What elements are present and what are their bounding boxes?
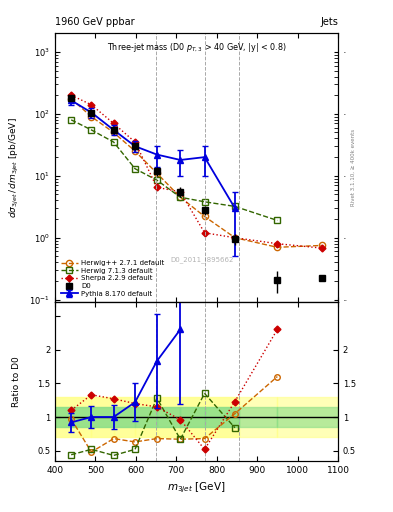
Bar [277, 407, 338, 427]
Bar [135, 407, 157, 427]
Text: Three-jet mass (D0 $p_{T,3}$ > 40 GeV, |y| < 0.8): Three-jet mass (D0 $p_{T,3}$ > 40 GeV, |… [107, 41, 286, 54]
Herwig 7.1.3 default [202, 199, 207, 205]
Line: Sherpa 2.2.9 default: Sherpa 2.2.9 default [69, 93, 324, 250]
Herwig++ 2.7.1 default [133, 148, 138, 154]
Herwig++ 2.7.1 default [154, 170, 159, 176]
Herwig 7.1.3 default [154, 177, 159, 183]
Y-axis label: Ratio to D0: Ratio to D0 [12, 356, 21, 407]
Sherpa 2.2.9 default [275, 241, 280, 247]
Herwig 7.1.3 default [111, 139, 116, 145]
Herwig 7.1.3 default [233, 203, 237, 209]
Bar [135, 397, 157, 437]
Y-axis label: Rivet 3.1.10, ≥ 400k events: Rivet 3.1.10, ≥ 400k events [351, 130, 356, 206]
Herwig++ 2.7.1 default [320, 242, 324, 248]
Bar [114, 397, 135, 437]
Herwig 7.1.3 default [89, 127, 94, 133]
Text: Jets: Jets [320, 16, 338, 27]
Herwig++ 2.7.1 default [178, 194, 183, 200]
Bar [239, 397, 277, 437]
Bar [92, 397, 114, 437]
Herwig++ 2.7.1 default [89, 114, 94, 120]
Herwig 7.1.3 default [275, 218, 280, 224]
Sherpa 2.2.9 default [89, 102, 94, 108]
Sherpa 2.2.9 default [320, 245, 324, 251]
Herwig++ 2.7.1 default [111, 130, 116, 136]
Herwig++ 2.7.1 default [275, 244, 280, 250]
Sherpa 2.2.9 default [178, 189, 183, 195]
Bar [180, 397, 205, 437]
Bar [157, 407, 180, 427]
Herwig 7.1.3 default [178, 194, 183, 200]
Herwig++ 2.7.1 default [202, 214, 207, 220]
Bar [114, 407, 135, 427]
Bar [92, 407, 114, 427]
Bar [239, 407, 277, 427]
Herwig 7.1.3 default [69, 117, 73, 123]
Sherpa 2.2.9 default [154, 184, 159, 190]
Bar [55, 407, 92, 427]
Bar [205, 397, 239, 437]
Bar [55, 397, 92, 437]
Sherpa 2.2.9 default [69, 92, 73, 98]
Herwig 7.1.3 default [133, 166, 138, 172]
Bar [205, 407, 239, 427]
Sherpa 2.2.9 default [111, 120, 116, 126]
Sherpa 2.2.9 default [202, 230, 207, 236]
Line: Herwig 7.1.3 default: Herwig 7.1.3 default [68, 117, 281, 224]
Herwig++ 2.7.1 default [233, 234, 237, 241]
Bar [180, 407, 205, 427]
Herwig++ 2.7.1 default [69, 96, 73, 102]
X-axis label: $m_{3jet}$ [GeV]: $m_{3jet}$ [GeV] [167, 480, 226, 495]
Bar [277, 397, 338, 437]
Sherpa 2.2.9 default [233, 234, 237, 241]
Sherpa 2.2.9 default [133, 139, 138, 145]
Legend: Herwig++ 2.7.1 default, Herwig 7.1.3 default, Sherpa 2.2.9 default, D0, Pythia 8: Herwig++ 2.7.1 default, Herwig 7.1.3 def… [59, 258, 167, 299]
Text: D0_2011_I895662: D0_2011_I895662 [171, 256, 234, 263]
Bar [157, 397, 180, 437]
Line: Herwig++ 2.7.1 default: Herwig++ 2.7.1 default [68, 96, 325, 250]
Y-axis label: $d\sigma_{3jet}\,/\,dm_{3jet}$ [pb/GeV]: $d\sigma_{3jet}\,/\,dm_{3jet}$ [pb/GeV] [8, 117, 21, 218]
Text: 1960 GeV ppbar: 1960 GeV ppbar [55, 16, 135, 27]
